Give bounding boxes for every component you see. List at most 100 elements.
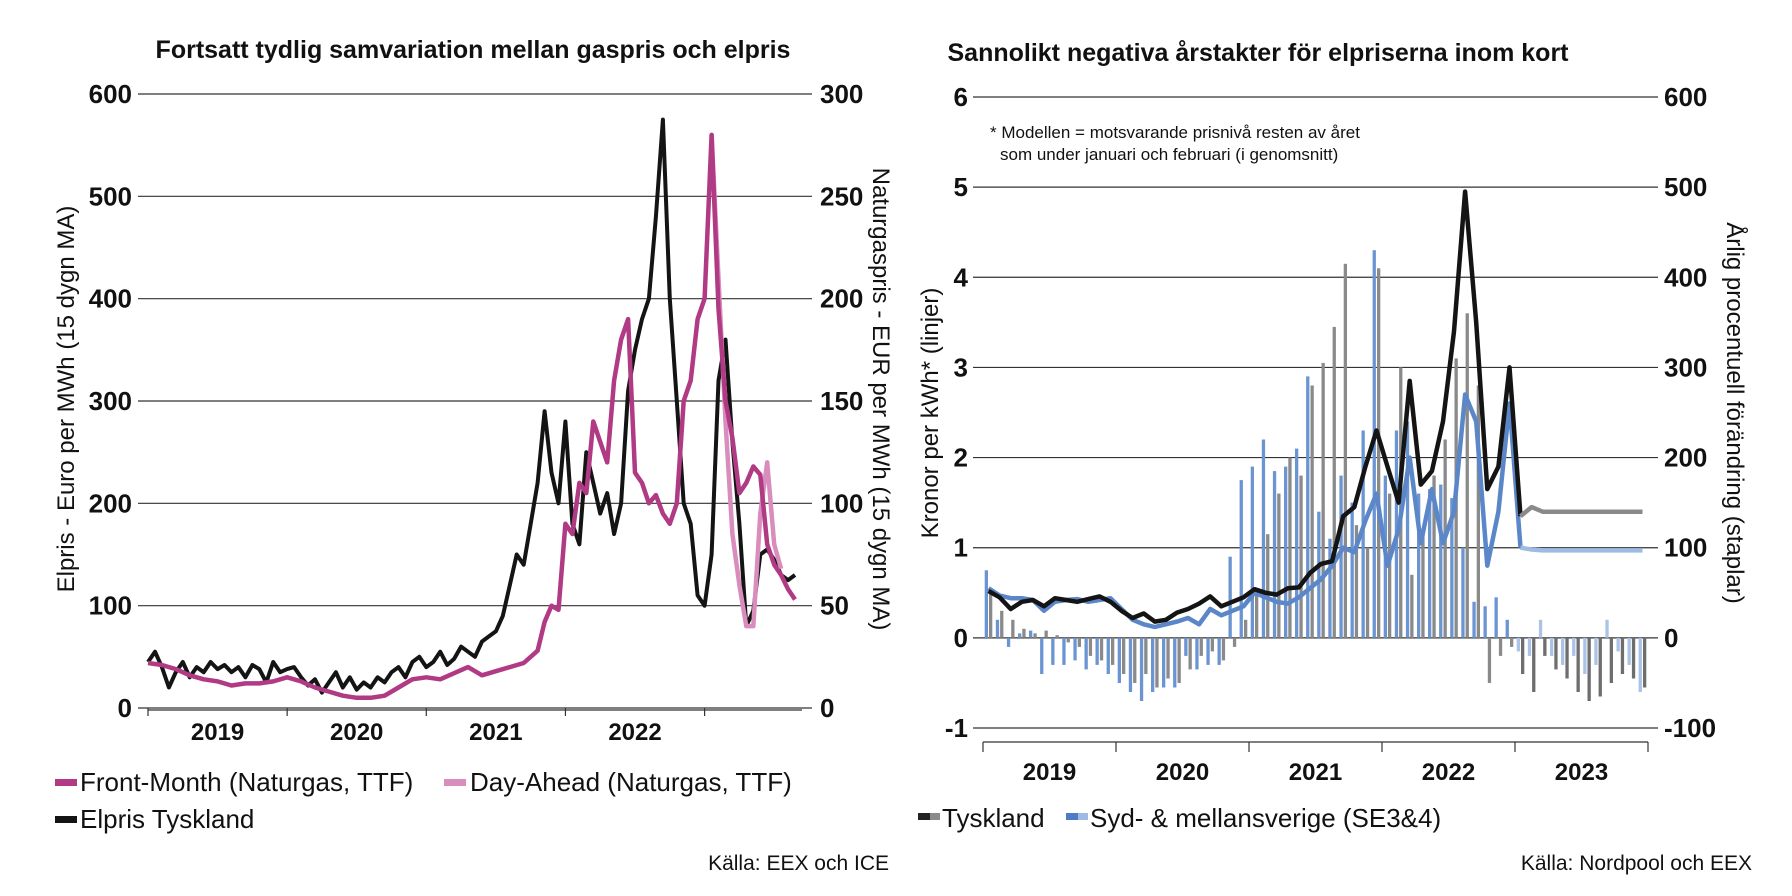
right-y-tick-label: 6: [954, 82, 968, 112]
left-gridlines: [138, 93, 812, 709]
right-series-lines: [987, 189, 1643, 630]
right-bar: [1631, 637, 1636, 679]
right-series-line-se34: [987, 392, 1523, 630]
right-bar: [1288, 457, 1292, 638]
right-source: Källa: Nordpool och EEX: [1521, 852, 1752, 875]
right-bar: [1405, 421, 1410, 638]
right-bar: [1609, 637, 1613, 683]
right-bar: [1565, 637, 1569, 679]
right-bar: [984, 570, 988, 638]
right-bar: [1587, 637, 1591, 701]
right-bar: [1417, 493, 1421, 638]
right-bar: [1000, 610, 1004, 638]
right-bar: [1616, 637, 1620, 652]
right-bar: [1133, 637, 1137, 683]
right-bar: [1527, 637, 1532, 656]
right-bar: [1095, 637, 1099, 665]
right-bar: [1122, 637, 1126, 674]
right-bar: [1139, 637, 1144, 701]
right-y-tick-label: 5: [954, 172, 968, 202]
right-bar: [1598, 637, 1602, 697]
left-x-tick-label: 2021: [469, 719, 522, 746]
right-x-tick-label: 2020: [1156, 759, 1209, 786]
right-x-axis: 2019 2020 2021 2022 2023: [982, 741, 1649, 786]
left-y-tick-label: 500: [89, 181, 132, 211]
right-bar: [1572, 637, 1576, 656]
right-bar: [1328, 538, 1332, 638]
left-x-tick-label: 2019: [191, 719, 244, 746]
right-bar: [1199, 637, 1203, 656]
right-bar: [1498, 637, 1503, 656]
right-bar: [1040, 637, 1044, 674]
right-bar: [1432, 475, 1436, 638]
left-y-tick-label: 600: [89, 79, 132, 109]
right-bar: [1206, 637, 1210, 665]
right-bar: [1605, 619, 1609, 638]
left-x-axis: 2019 2020 2021 2022: [147, 708, 802, 746]
left-y-tick-label: 400: [89, 284, 132, 314]
right-bar: [1339, 475, 1343, 638]
note-line-2: som under januari och februari (i genoms…: [1000, 145, 1338, 164]
left-y2-tick-label: 50: [820, 591, 849, 621]
left-y2-axis-ticks: 0 50 100 150 200 250 300: [820, 79, 863, 723]
right-y2-tick-label: 200: [1664, 443, 1707, 473]
right-bar: [1487, 637, 1492, 683]
left-x-tick-label: 2022: [608, 719, 661, 746]
right-bar: [1111, 637, 1115, 665]
right-bar: [1062, 637, 1066, 665]
right-series-line-tyskland: [987, 189, 1523, 624]
right-bar: [1195, 637, 1199, 670]
right-bar: [1173, 637, 1177, 688]
right-bar: [1255, 592, 1259, 638]
right-y2-tick-label: 0: [1664, 623, 1678, 653]
legend-swatch-elpris-tyskland: [55, 816, 77, 823]
right-bar: [1354, 525, 1359, 638]
right-bar: [1188, 637, 1192, 670]
right-legend: Tyskland Syd- & mellansverige (SE3&4): [918, 803, 1441, 833]
right-bar: [1505, 619, 1509, 638]
right-bar: [1022, 628, 1026, 638]
left-y2-tick-label: 100: [820, 488, 863, 518]
right-bar: [1550, 637, 1554, 656]
right-y2-tick-label: 100: [1664, 533, 1707, 563]
right-bar: [1029, 630, 1033, 638]
left-y2-tick-label: 0: [820, 693, 834, 723]
right-bar: [1051, 637, 1055, 665]
right-bar: [1210, 637, 1214, 652]
right-bar: [1421, 529, 1425, 638]
right-y2-tick-label: 600: [1664, 82, 1707, 112]
right-bar: [1277, 493, 1281, 638]
left-series-line-0: [147, 132, 797, 701]
right-bar: [1561, 637, 1565, 665]
right-y2-tick-label: -100: [1664, 713, 1716, 743]
right-bar: [1321, 362, 1325, 638]
right-bar: [1055, 635, 1059, 638]
right-bar: [1365, 547, 1370, 638]
right-y-axis-label: Kronor per kWh* (linjer): [917, 288, 944, 539]
right-bar: [1461, 547, 1465, 638]
right-bar: [1088, 637, 1093, 656]
left-chart-title: Fortsatt tydlig samvariation mellan gasp…: [156, 36, 791, 64]
right-bar: [1217, 637, 1221, 665]
right-bar: [1250, 466, 1254, 638]
right-x-tick-label: 2021: [1289, 759, 1342, 786]
right-bar: [1073, 637, 1077, 661]
right-bar: [1044, 630, 1048, 638]
right-y-tick-label: 2: [954, 443, 968, 473]
right-bar: [1576, 637, 1580, 692]
left-series-lines: [146, 117, 797, 701]
right-bar: [1033, 633, 1037, 638]
right-bar: [1018, 633, 1022, 638]
right-bar: [1266, 534, 1270, 638]
right-bar: [989, 592, 993, 638]
right-bar: [1317, 511, 1321, 638]
legend-swatch-day-ahead: [444, 779, 466, 786]
left-y2-axis-label: Naturgaspris - EUR per MWh (15 dygn MA): [867, 168, 894, 631]
left-y-tick-label: 300: [89, 386, 132, 416]
right-bar: [1594, 637, 1598, 665]
right-bar: [1538, 619, 1543, 638]
right-bar: [1439, 484, 1443, 638]
legend-label-se34: Syd- & mellansverige (SE3&4): [1090, 803, 1441, 833]
legend-swatch-tyskland-light: [930, 813, 940, 820]
right-bar: [1117, 637, 1121, 683]
